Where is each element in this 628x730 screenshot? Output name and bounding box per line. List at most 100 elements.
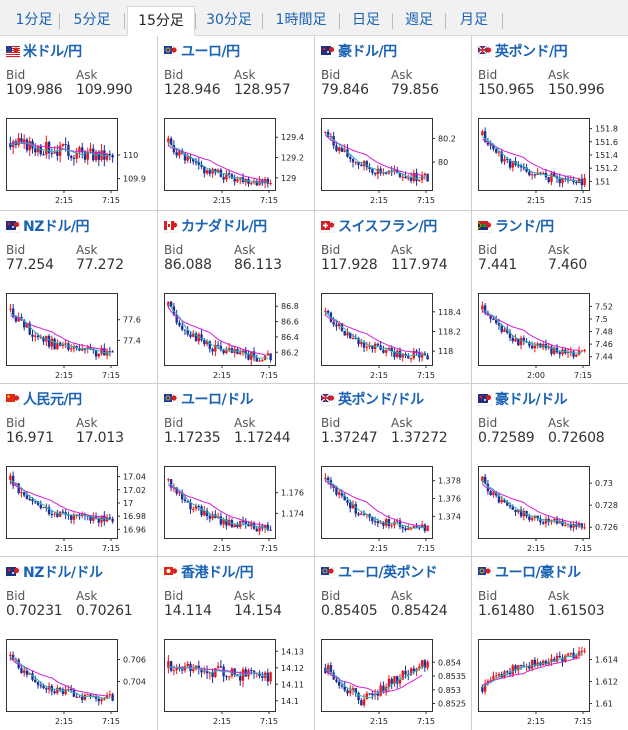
candle-body <box>208 672 212 674</box>
y-tick-label: 86.8 <box>281 302 299 311</box>
candle-body <box>61 511 65 513</box>
y-tick-label: 151.8 <box>595 125 618 134</box>
candle-body <box>492 145 495 150</box>
candle-body <box>409 177 413 181</box>
pair-link[interactable]: 豪ドル/ドル <box>477 389 568 410</box>
ma-long-line <box>325 669 423 694</box>
ma-short-line <box>168 665 268 677</box>
candle-body <box>511 506 514 510</box>
pair-link[interactable]: ユーロ/ドル <box>163 389 254 410</box>
candle-body <box>244 521 247 525</box>
bid-label: Bid <box>321 589 341 603</box>
candle-body <box>167 138 170 143</box>
candle-body <box>423 173 427 176</box>
candle-body <box>528 342 531 346</box>
candle-body <box>517 509 520 513</box>
pair-name: 香港ドル/円 <box>181 565 254 581</box>
candle-body <box>357 162 360 165</box>
candle-body <box>9 475 12 480</box>
candle-body <box>580 651 584 653</box>
candle-body <box>103 348 106 356</box>
candle-body <box>34 148 37 153</box>
candle-body <box>58 511 62 517</box>
price-chart: 1.614 1.612 1.61 2:15 7:15 <box>478 639 618 726</box>
candle-body <box>58 687 62 690</box>
pair-link[interactable]: 香港ドル/円 <box>163 562 254 583</box>
y-tick-label: 1.174 <box>281 509 304 518</box>
candle-body <box>508 505 512 507</box>
candle-body <box>382 685 385 692</box>
candle-body <box>519 165 523 168</box>
pair-link[interactable]: 英ポンド/円 <box>477 41 568 62</box>
pair-link[interactable]: ユーロ/豪ドル <box>477 562 581 583</box>
x-tick-label: 2:15 <box>213 544 231 553</box>
candle-body <box>376 693 380 696</box>
candle-body <box>547 518 550 522</box>
tab-7[interactable]: 週足 <box>405 12 433 28</box>
candle-body <box>192 333 195 337</box>
pair-name: 豪ドル/ドル <box>495 392 568 408</box>
pair-link[interactable]: ユーロ/円 <box>163 41 240 62</box>
candle-body <box>555 176 559 178</box>
tab-2[interactable]: 5分足 <box>73 12 111 28</box>
candle-body <box>230 668 234 677</box>
candle-body <box>100 348 103 354</box>
candle-body <box>426 525 429 531</box>
y-tick-label: 86.4 <box>281 333 299 342</box>
rate-card: ユーロ/豪ドル Bid Ask 1.61480 1.61503 1.614 1.612 1.6… <box>471 556 628 730</box>
price-chart: 118.4 118.2 118 2:15 7:15 <box>321 293 461 380</box>
candle-body <box>261 676 264 678</box>
tab-8[interactable]: 月足 <box>460 12 488 28</box>
candle-body <box>192 508 195 510</box>
candle-body <box>78 696 81 698</box>
candle-body <box>69 348 73 350</box>
x-tick-label: 2:15 <box>370 544 388 553</box>
candle-body <box>263 178 267 184</box>
candle-body <box>211 672 214 678</box>
candle-body <box>50 153 54 155</box>
candle-body <box>222 519 225 525</box>
candle-body <box>83 151 87 160</box>
candle-body <box>382 522 385 526</box>
ma-long-line <box>168 484 266 526</box>
candle-body <box>558 352 561 355</box>
candle-body <box>511 161 514 168</box>
candle-body <box>250 351 253 360</box>
pair-link[interactable]: 人民元/円 <box>5 389 82 410</box>
pair-link[interactable]: NZドル/円 <box>5 216 89 237</box>
candle-body <box>580 523 584 528</box>
candle-body <box>64 144 67 146</box>
candle-body <box>69 515 73 520</box>
tab-4[interactable]: 30分足 <box>206 12 252 28</box>
candle-body <box>83 348 87 350</box>
bid-value: 1.61480 <box>478 603 535 619</box>
pair-link[interactable]: 英ポンド/ドル <box>320 389 424 410</box>
ma-long-line <box>167 307 266 356</box>
pair-link[interactable]: カナダドル/円 <box>163 216 267 237</box>
tab-3[interactable]: 15分足 <box>127 6 195 36</box>
candle-body <box>103 698 106 700</box>
pair-link[interactable]: ランド/円 <box>477 216 554 237</box>
y-tick-label: 118 <box>438 347 453 356</box>
candle-body <box>97 151 101 160</box>
pair-link[interactable]: 豪ドル/円 <box>320 41 397 62</box>
pair-link[interactable]: NZドル/ドル <box>5 562 103 583</box>
candle-body <box>418 179 421 182</box>
candle-body <box>357 513 360 516</box>
x-tick-label: 7:15 <box>417 371 435 380</box>
candle-body <box>28 323 31 335</box>
y-tick-label: 1.176 <box>281 489 304 498</box>
candle-body <box>497 673 501 676</box>
candle-body <box>180 492 184 500</box>
tab-1[interactable]: 1分足 <box>15 12 53 28</box>
pair-link[interactable]: 米ドル/円 <box>5 41 82 62</box>
bid-label: Bid <box>6 243 26 257</box>
candle-body <box>530 174 534 176</box>
pair-link[interactable]: スイスフラン/円 <box>320 216 437 237</box>
y-tick-label: 129.2 <box>281 154 304 163</box>
pair-link[interactable]: ユーロ/英ポンド <box>320 562 438 583</box>
candle-body <box>20 668 23 673</box>
tab-6[interactable]: 日足 <box>352 12 380 28</box>
tab-5[interactable]: 1時間足 <box>275 12 327 28</box>
candle-body <box>404 353 407 356</box>
